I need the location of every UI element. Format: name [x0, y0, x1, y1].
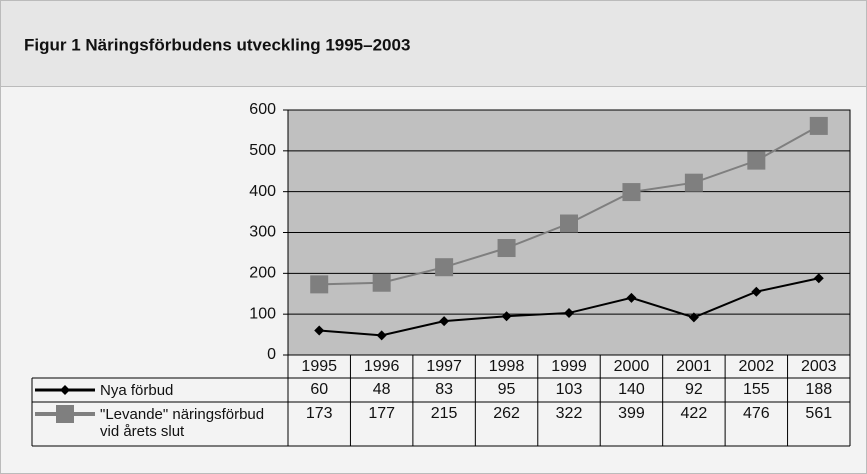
- table-value: 92: [685, 381, 703, 398]
- data-point: [376, 330, 387, 341]
- data-point: [435, 258, 454, 277]
- table-value: 476: [743, 405, 770, 422]
- table-value: 95: [498, 381, 516, 398]
- table-value: 215: [431, 405, 458, 422]
- x-tick-label: 1997: [426, 358, 462, 375]
- table-value: 48: [373, 381, 391, 398]
- legend-label: "Levande" näringsförbud vid årets slut: [100, 406, 265, 440]
- x-tick-label: 1996: [364, 358, 400, 375]
- data-point: [751, 286, 762, 297]
- table-value: 399: [618, 405, 645, 422]
- table-value: 561: [805, 405, 832, 422]
- x-tick-label: 2001: [676, 358, 712, 375]
- table-value: 140: [618, 381, 645, 398]
- y-tick-label: 100: [249, 305, 276, 322]
- table-value: 103: [556, 381, 583, 398]
- y-tick-label: 400: [249, 183, 276, 200]
- legend-marker: [60, 385, 70, 395]
- table-value: 188: [805, 381, 832, 398]
- data-point: [688, 312, 699, 323]
- x-tick-label: 2000: [614, 358, 650, 375]
- legend-marker: [56, 405, 74, 423]
- data-point: [564, 307, 574, 318]
- x-tick-label: 1998: [489, 358, 525, 375]
- data-point: [684, 173, 703, 192]
- data-point: [813, 273, 824, 284]
- data-point: [372, 273, 391, 292]
- y-tick-label: 300: [249, 224, 276, 241]
- data-point: [809, 116, 828, 135]
- y-tick-label: 0: [267, 346, 276, 363]
- table-value: 173: [306, 405, 333, 422]
- table-value: 60: [310, 381, 328, 398]
- table-value: 177: [368, 405, 395, 422]
- data-point: [497, 239, 516, 258]
- x-tick-label: 1995: [301, 358, 337, 375]
- data-point: [747, 151, 766, 170]
- data-point: [626, 292, 637, 303]
- table-value: 322: [556, 405, 583, 422]
- data-point: [501, 311, 512, 322]
- y-tick-label: 600: [249, 101, 276, 118]
- table-value: 83: [435, 381, 453, 398]
- table-value: 422: [681, 405, 708, 422]
- header: [0, 0, 867, 87]
- legend-label: Nya förbud: [100, 382, 174, 399]
- data-point: [310, 275, 329, 294]
- table-value: 155: [743, 381, 770, 398]
- table-value: 262: [493, 405, 520, 422]
- y-tick-label: 500: [249, 142, 276, 159]
- x-tick-label: 2003: [801, 358, 837, 375]
- y-tick-label: 200: [249, 265, 276, 282]
- data-point: [314, 325, 325, 336]
- x-tick-label: 2002: [739, 358, 775, 375]
- x-tick-label: 1999: [551, 358, 587, 375]
- data-point: [622, 183, 641, 202]
- chart-title: Figur 1 Näringsförbudens utveckling 1995…: [24, 35, 410, 54]
- data-point: [560, 214, 578, 233]
- data-point: [439, 316, 450, 327]
